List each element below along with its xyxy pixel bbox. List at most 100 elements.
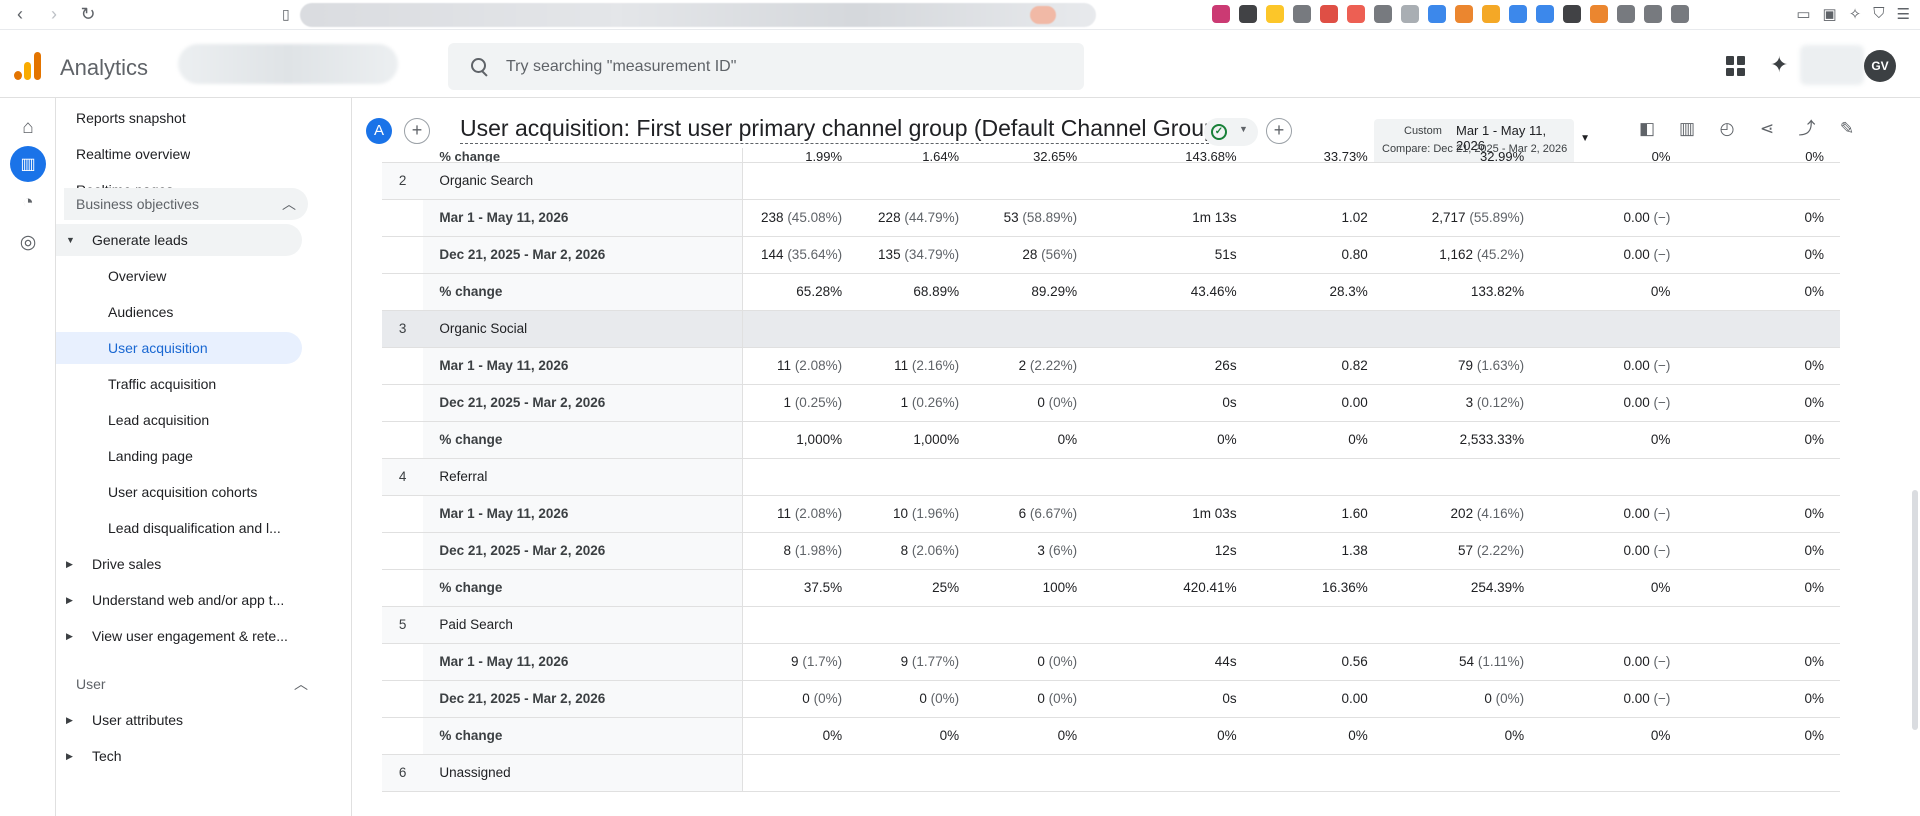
reports-icon[interactable]: ▥ <box>10 146 46 182</box>
extension-icon[interactable] <box>1671 5 1689 23</box>
sidebar-group-tech[interactable]: ▶ Tech <box>56 740 302 772</box>
vertical-scrollbar[interactable] <box>1912 490 1918 730</box>
empty-cell <box>844 162 962 200</box>
metric-value: 254.39% <box>1470 580 1525 595</box>
metric-share: (−) <box>1653 506 1671 521</box>
back-icon[interactable]: ‹ <box>17 4 23 24</box>
search-bar[interactable] <box>448 43 1084 90</box>
extension-icon[interactable] <box>1455 5 1473 23</box>
bookmark-icon[interactable]: ▯ <box>282 6 290 22</box>
metric-share: (4.16%) <box>1476 506 1525 521</box>
extension-icon[interactable] <box>1293 5 1311 23</box>
customize-report-icon[interactable]: ◧ <box>1638 119 1656 138</box>
extension-icon[interactable] <box>1401 5 1419 23</box>
apps-grid-icon[interactable] <box>1726 56 1746 76</box>
sidebar-group-2[interactable]: ▶ View user engagement & rete... <box>56 620 302 652</box>
sidebar-item-user-acquisition[interactable]: User acquisition <box>56 332 302 364</box>
sidebar-item-overview[interactable]: Overview <box>108 268 167 284</box>
metric-value: 0.00 <box>1341 691 1368 706</box>
extension-icon[interactable] <box>1428 5 1446 23</box>
extension-icon[interactable] <box>1509 5 1527 23</box>
shield-icon[interactable]: ⛉ <box>1873 5 1885 22</box>
edit-icon[interactable]: ✎ <box>1839 119 1855 138</box>
sidebar-group-user-attributes[interactable]: ▶ User attributes <box>56 704 302 736</box>
sidebar-section-user[interactable]: User ︿ <box>76 668 308 700</box>
metric-value: 202 <box>1450 506 1474 521</box>
explore-icon[interactable]: ◔ <box>22 192 34 213</box>
empty-cell <box>742 458 845 496</box>
channel-name[interactable]: Unassigned <box>423 754 743 792</box>
page-title[interactable]: User acquisition: First user primary cha… <box>460 115 1225 144</box>
channel-name[interactable]: Referral <box>423 458 743 496</box>
metric-share: (−) <box>1653 543 1671 558</box>
help-area[interactable] <box>1800 45 1864 85</box>
ai-sparkle-icon[interactable]: ✧ <box>1848 6 1862 23</box>
metric-value: 0% <box>1348 728 1368 743</box>
metric-cell: 0% <box>1672 717 1840 755</box>
extension-icon[interactable] <box>1320 5 1338 23</box>
sidebar-item-audiences[interactable]: Audiences <box>108 304 174 320</box>
extension-icon[interactable] <box>1617 5 1635 23</box>
metric-share: (44.79%) <box>904 210 960 225</box>
advertising-icon[interactable]: ◎ <box>19 231 37 253</box>
share-icon[interactable]: ⋖ <box>1759 119 1775 138</box>
table-row-channel[interactable]: 3 Organic Social <box>382 310 1840 348</box>
channel-name[interactable]: Organic Social <box>423 310 743 348</box>
compare-columns-icon[interactable]: ▥ <box>1678 119 1696 138</box>
metric-cell: 0% <box>1672 148 1840 163</box>
extension-icon[interactable] <box>1266 5 1284 23</box>
sidebar-toggle-icon[interactable]: ▭ <box>1796 6 1811 23</box>
metric-value: 0% <box>822 728 843 743</box>
extension-icon[interactable] <box>1536 5 1554 23</box>
menu-icon[interactable]: ☰ <box>1896 6 1910 23</box>
table-row-channel[interactable]: 5 Paid Search <box>382 606 1840 644</box>
search-input[interactable] <box>506 57 1006 76</box>
table-row-channel[interactable]: 6 Unassigned <box>382 754 1840 792</box>
metric-cell: 3 (6%) <box>961 532 1080 570</box>
add-comparison-button[interactable]: + <box>404 118 430 144</box>
home-icon[interactable]: ⌂ <box>22 117 34 138</box>
sidebar-group-0[interactable]: ▶ Drive sales <box>56 548 302 580</box>
sidebar-item-realtime-overview[interactable]: Realtime overview <box>76 146 191 162</box>
trend-icon[interactable]: ⤴ <box>1798 119 1816 138</box>
analytics-logo[interactable] <box>14 52 42 80</box>
extension-icon[interactable] <box>1212 5 1230 23</box>
extension-icon[interactable] <box>1590 5 1608 23</box>
sidebar-item-user-acquisition-cohorts[interactable]: User acquisition cohorts <box>108 484 258 500</box>
extension-icon[interactable] <box>1644 5 1662 23</box>
metric-share: (58.89%) <box>1022 210 1078 225</box>
table-row: % change 37.5% 25% 100% 420.41% 16.36% 254.39%… <box>382 569 1840 607</box>
wallet-icon[interactable]: ▣ <box>1822 6 1837 23</box>
account-selector[interactable] <box>178 44 398 84</box>
reload-icon[interactable]: ↻ <box>80 4 96 24</box>
metric-share: (2.22%) <box>1476 543 1525 558</box>
table-row-channel[interactable]: 4 Referral <box>382 458 1840 496</box>
extension-icon[interactable] <box>1239 5 1257 23</box>
sidebar-item-lead-disqualification-and-l[interactable]: Lead disqualification and l... <box>108 520 281 536</box>
insights-sparkle-icon[interactable]: ✦ <box>1770 52 1789 77</box>
sidebar-group-generate-leads[interactable]: ▼ Generate leads <box>56 224 302 256</box>
add-filter-button[interactable]: + <box>1266 118 1292 144</box>
insights-icon[interactable]: ◴ <box>1719 119 1735 138</box>
metric-value: 57 <box>1458 543 1474 558</box>
sidebar-item-landing-page[interactable]: Landing page <box>108 448 193 464</box>
sidebar-item-lead-acquisition[interactable]: Lead acquisition <box>108 412 210 428</box>
forward-icon[interactable]: › <box>51 4 57 24</box>
address-bar[interactable] <box>300 3 1096 27</box>
extension-icon[interactable] <box>1563 5 1581 23</box>
sidebar-section-business-objectives[interactable]: Business objectives ︿ <box>64 188 308 220</box>
extension-icon[interactable] <box>1374 5 1392 23</box>
sidebar-item-reports-snapshot[interactable]: Reports snapshot <box>76 110 186 126</box>
row-number <box>382 148 424 163</box>
comparison-chip[interactable]: A <box>366 118 392 144</box>
extension-icon[interactable] <box>1347 5 1365 23</box>
sidebar-item-traffic-acquisition[interactable]: Traffic acquisition <box>108 376 217 392</box>
extension-icon[interactable] <box>1482 5 1500 23</box>
data-quality-status[interactable]: ✓ ▼ <box>1204 118 1258 146</box>
channel-name[interactable]: Paid Search <box>423 606 743 644</box>
metric-share: (45.2%) <box>1476 247 1525 262</box>
table-row-channel[interactable]: 2 Organic Search <box>382 162 1840 200</box>
avatar[interactable]: GV <box>1864 50 1896 82</box>
sidebar-group-1[interactable]: ▶ Understand web and/or app t... <box>56 584 302 616</box>
channel-name[interactable]: Organic Search <box>423 162 743 200</box>
